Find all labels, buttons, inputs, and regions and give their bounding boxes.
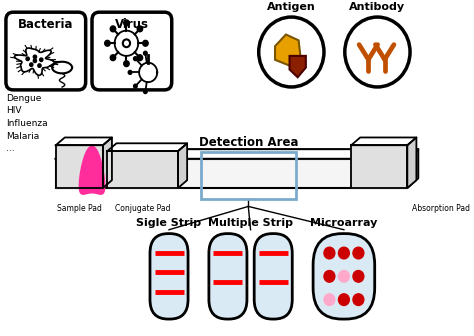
Circle shape — [324, 270, 335, 282]
Circle shape — [40, 58, 43, 61]
Circle shape — [124, 20, 129, 26]
Text: Malaria: Malaria — [6, 132, 39, 141]
Text: Absorption Pad: Absorption Pad — [412, 204, 470, 212]
Circle shape — [26, 57, 29, 60]
Circle shape — [134, 84, 137, 88]
Circle shape — [110, 26, 116, 32]
Text: Bacteria: Bacteria — [18, 18, 73, 31]
FancyBboxPatch shape — [6, 12, 86, 90]
Circle shape — [144, 51, 147, 55]
Polygon shape — [275, 35, 301, 66]
Polygon shape — [178, 143, 187, 188]
Polygon shape — [115, 31, 138, 56]
Text: ...: ... — [6, 144, 15, 153]
Polygon shape — [103, 137, 112, 188]
Polygon shape — [52, 62, 72, 73]
Polygon shape — [290, 56, 306, 77]
Circle shape — [324, 294, 335, 305]
Circle shape — [143, 40, 148, 46]
Circle shape — [353, 270, 364, 282]
Circle shape — [137, 26, 143, 32]
Circle shape — [124, 61, 129, 67]
Polygon shape — [79, 146, 105, 194]
Polygon shape — [56, 178, 418, 188]
FancyBboxPatch shape — [254, 234, 292, 319]
Text: Multiple Strip: Multiple Strip — [208, 218, 293, 228]
Polygon shape — [56, 159, 407, 188]
Polygon shape — [56, 145, 103, 188]
Text: Dengue: Dengue — [6, 94, 41, 103]
Text: Virus: Virus — [115, 18, 149, 31]
Circle shape — [338, 270, 349, 282]
Polygon shape — [139, 63, 157, 82]
Text: Conjugate Pad: Conjugate Pad — [115, 204, 171, 212]
Text: Detection Area: Detection Area — [199, 136, 298, 149]
Text: Influenza: Influenza — [6, 119, 47, 128]
FancyBboxPatch shape — [209, 234, 247, 319]
Circle shape — [137, 55, 143, 60]
Circle shape — [33, 59, 36, 62]
Circle shape — [33, 55, 36, 58]
Text: Sigle Strip: Sigle Strip — [137, 218, 201, 228]
Text: Antibody: Antibody — [349, 2, 405, 12]
Text: HIV: HIV — [6, 107, 21, 115]
Text: Microarray: Microarray — [310, 218, 378, 228]
Text: Antigen: Antigen — [267, 2, 316, 12]
Circle shape — [353, 247, 364, 259]
Circle shape — [110, 55, 116, 60]
Circle shape — [105, 40, 110, 46]
Polygon shape — [351, 137, 416, 145]
Circle shape — [353, 294, 364, 305]
Polygon shape — [407, 149, 418, 188]
FancyBboxPatch shape — [92, 12, 172, 90]
Polygon shape — [56, 149, 418, 159]
Circle shape — [324, 247, 335, 259]
Circle shape — [259, 17, 324, 87]
Circle shape — [144, 90, 147, 93]
Polygon shape — [407, 137, 416, 188]
Circle shape — [123, 39, 130, 47]
Circle shape — [338, 294, 349, 305]
Bar — [201, 152, 296, 199]
FancyBboxPatch shape — [150, 234, 188, 319]
Circle shape — [134, 57, 137, 60]
Circle shape — [338, 247, 349, 259]
Polygon shape — [108, 143, 187, 151]
Text: Sample Pad: Sample Pad — [57, 204, 102, 212]
Circle shape — [128, 71, 132, 74]
Circle shape — [345, 17, 410, 87]
Circle shape — [123, 39, 130, 47]
Polygon shape — [14, 48, 54, 75]
Polygon shape — [108, 151, 178, 188]
Circle shape — [38, 64, 41, 67]
Polygon shape — [56, 137, 112, 145]
FancyBboxPatch shape — [313, 234, 375, 319]
Circle shape — [30, 63, 33, 67]
Polygon shape — [351, 145, 407, 188]
